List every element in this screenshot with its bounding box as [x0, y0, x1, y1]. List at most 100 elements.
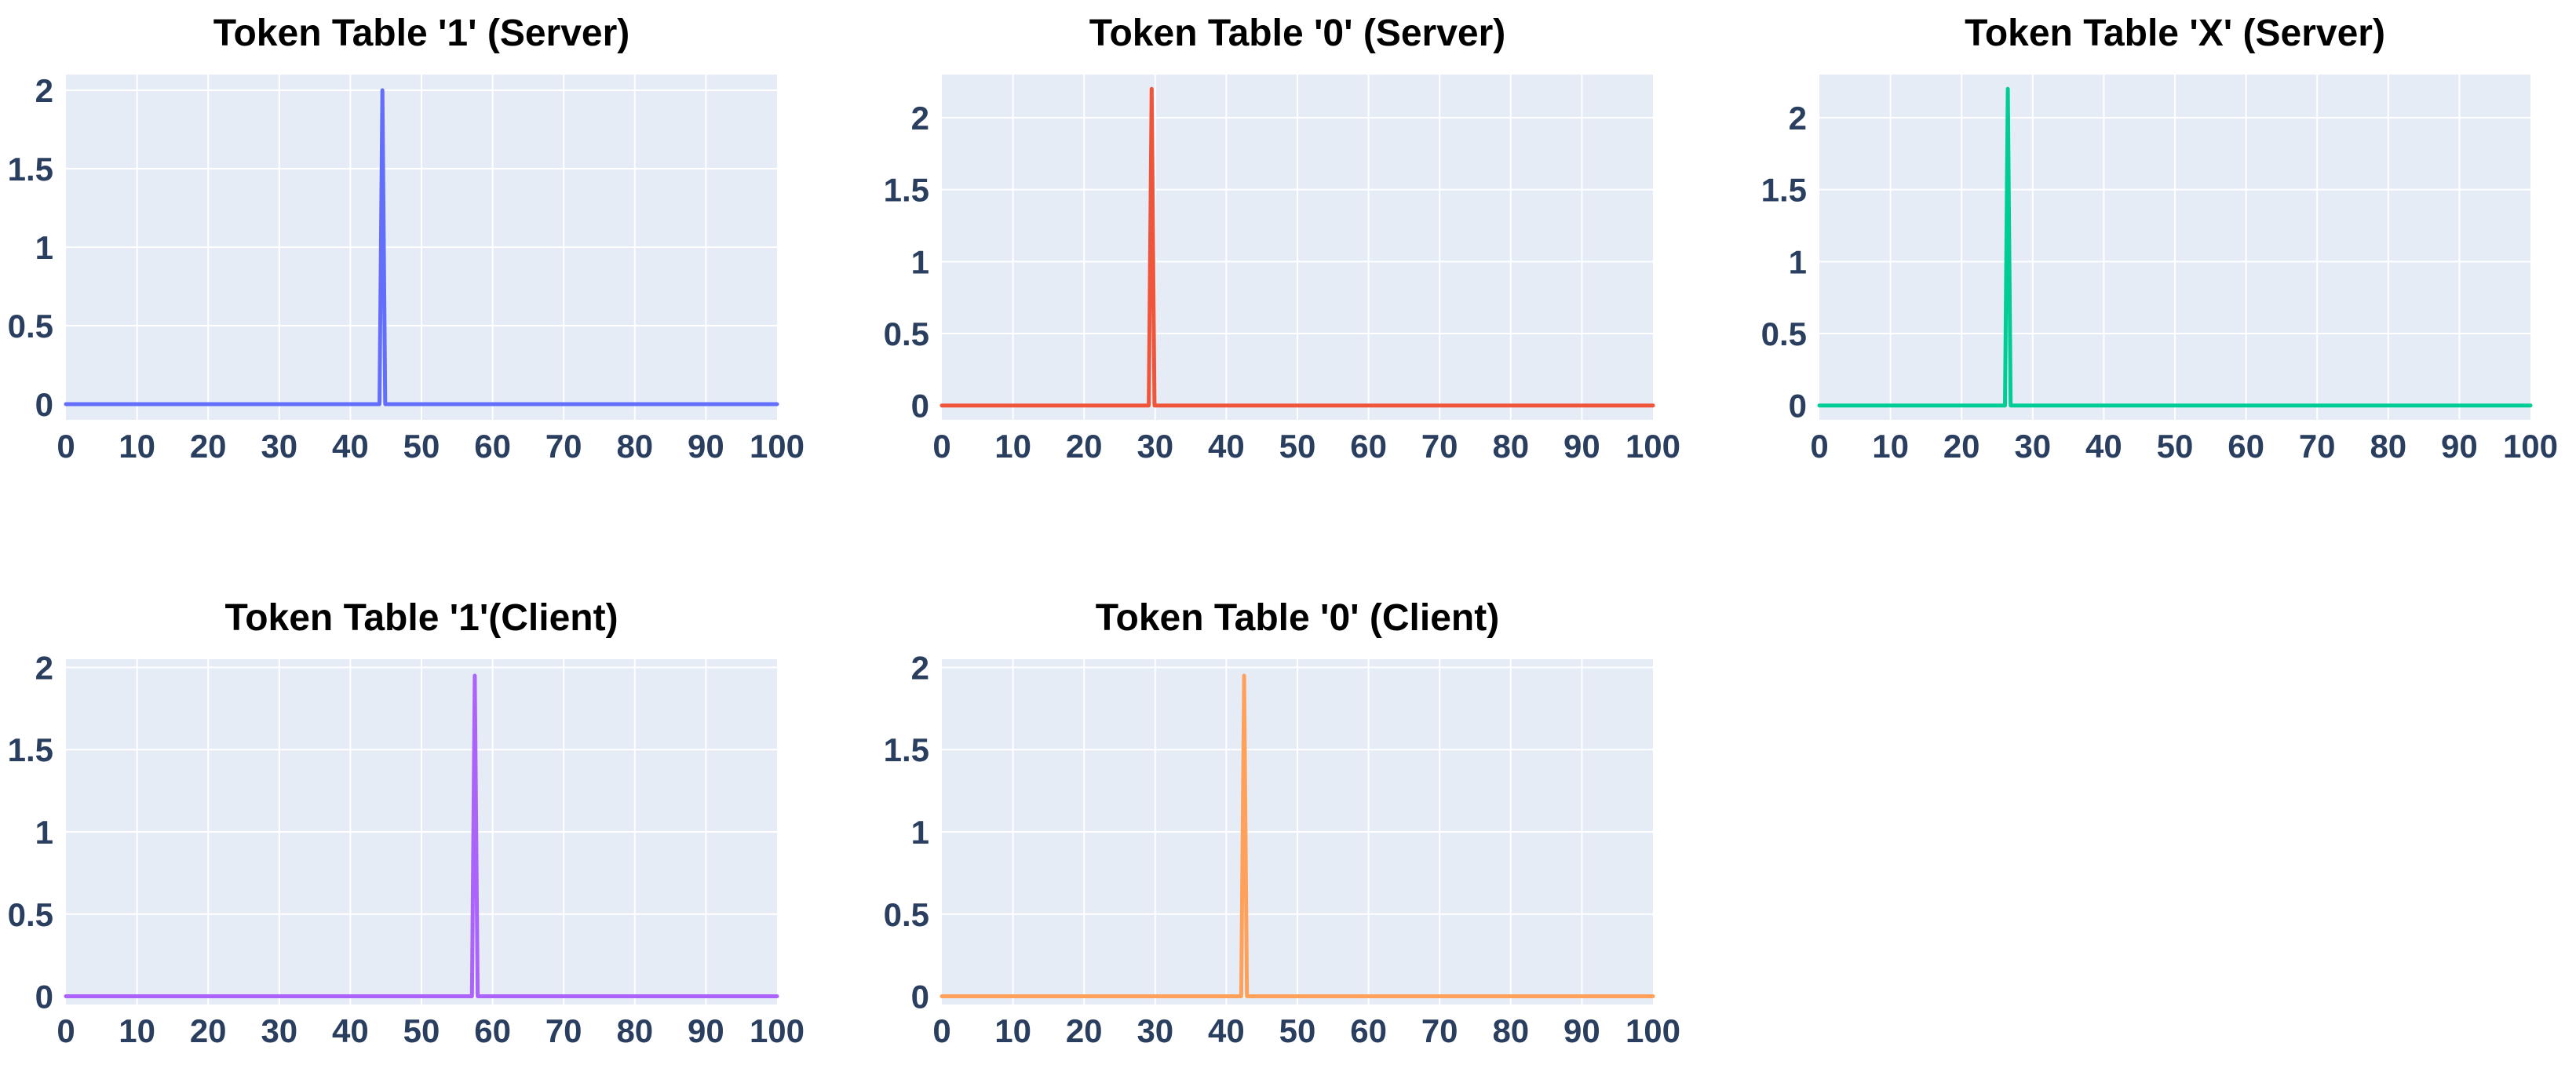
x-tick-label: 10	[994, 1012, 1031, 1049]
chart-svg: 0 10 20 30 40 50 60 70 80 90 100 0 0.5 1 1.5 2	[8, 72, 805, 465]
x-tick-label: 50	[1279, 1012, 1316, 1049]
chart-title: Token Table '1'(Client)	[224, 597, 618, 639]
chart-svg: 0 10 20 30 40 50 60 70 80 90 100 0 0.5 1 1.5 2	[8, 649, 805, 1049]
x-tick-label: 100	[750, 1012, 805, 1049]
chart-panel: Token Table '0' (Server) 0 10 20 30 40 50 60 70 8…	[876, 12, 1689, 490]
y-tick-label: 1	[911, 814, 929, 851]
x-tick-label: 80	[2370, 428, 2406, 465]
chart-title: Token Table '0' (Client)	[1095, 597, 1500, 639]
x-tick-label: 70	[1421, 1012, 1458, 1049]
x-tick-label: 100	[1626, 428, 1680, 465]
x-tick-label: 20	[1066, 1012, 1103, 1049]
x-tick-label: 60	[474, 1012, 511, 1049]
series-line	[64, 88, 779, 407]
y-tick-label: 1.5	[1761, 172, 1807, 209]
series-line	[1817, 86, 2533, 408]
y-tick-label: 2	[35, 649, 53, 686]
x-tick-label: 70	[545, 1012, 582, 1049]
chart-title: Token Table '1' (Server)	[213, 13, 630, 54]
x-tick-label: 20	[1943, 428, 1980, 465]
y-tick-label: 2	[1789, 100, 1807, 137]
x-tick-label: 100	[2503, 428, 2558, 465]
y-tick-label: 0.5	[884, 315, 929, 352]
x-tick-label: 100	[750, 428, 805, 465]
chart-panel: Token Table '1'(Client) 0 10 20 30 40 50 60 70 80…	[0, 596, 813, 1072]
chart-title: Token Table '0' (Server)	[1089, 13, 1506, 54]
y-tick-label: 0.5	[8, 896, 53, 933]
x-tick-label: 20	[1066, 428, 1103, 465]
x-tick-label: 90	[1563, 1012, 1600, 1049]
y-tick-label: 0.5	[1761, 315, 1807, 352]
x-tick-label: 0	[57, 1012, 75, 1049]
x-tick-label: 60	[474, 428, 511, 465]
x-tick-label: 40	[2085, 428, 2122, 465]
x-tick-label: 40	[332, 1012, 369, 1049]
series-line	[64, 673, 779, 998]
x-tick-label: 70	[545, 428, 582, 465]
chart-panel: Token Table 'X' (Server) 0 10 20 30 40 50 60 70 8…	[1753, 12, 2567, 490]
x-tick-label: 20	[190, 428, 227, 465]
y-tick-label: 0	[1789, 388, 1807, 425]
y-tick-label: 0	[911, 979, 929, 1015]
y-tick-label: 2	[35, 72, 53, 109]
series-line	[940, 673, 1655, 998]
x-tick-label: 60	[1350, 428, 1387, 465]
x-tick-label: 90	[688, 428, 724, 465]
x-tick-label: 50	[1279, 428, 1316, 465]
x-tick-label: 100	[1626, 1012, 1680, 1049]
chart-svg: 0 10 20 30 40 50 60 70 80 90 100 0 0.5 1 1.5 2	[884, 75, 1680, 465]
x-tick-label: 50	[403, 1012, 440, 1049]
x-tick-label: 10	[1872, 428, 1909, 465]
chart-svg: 0 10 20 30 40 50 60 70 80 90 100 0 0.5 1 1.5 2	[1761, 75, 2558, 465]
series-line	[940, 86, 1655, 408]
x-tick-label: 10	[119, 1012, 155, 1049]
y-tick-label: 0.5	[884, 896, 929, 933]
chart-panel: Token Table '0' (Client) 0 10 20 30 40 50 60 70 8…	[876, 596, 1689, 1072]
x-tick-label: 40	[1208, 1012, 1245, 1049]
chart-title: Token Table 'X' (Server)	[1965, 13, 2385, 54]
x-tick-label: 90	[688, 1012, 724, 1049]
y-tick-label: 1.5	[884, 172, 929, 209]
x-tick-label: 80	[616, 428, 653, 465]
y-tick-label: 0	[35, 979, 53, 1015]
y-tick-label: 0	[911, 388, 929, 425]
x-tick-label: 60	[1350, 1012, 1387, 1049]
x-tick-label: 0	[932, 428, 950, 465]
x-tick-label: 30	[1137, 1012, 1173, 1049]
y-tick-label: 1	[911, 243, 929, 280]
x-tick-label: 70	[1421, 428, 1458, 465]
x-tick-label: 50	[403, 428, 440, 465]
chart-panel: Token Table '1' (Server) 0 10 20 30 40 50 60 70 8…	[0, 12, 813, 490]
x-tick-label: 0	[932, 1012, 950, 1049]
x-tick-label: 50	[2157, 428, 2194, 465]
x-tick-label: 80	[1492, 1012, 1529, 1049]
y-tick-label: 1	[35, 229, 53, 266]
x-tick-label: 0	[1810, 428, 1828, 465]
y-tick-label: 1.5	[8, 731, 53, 768]
y-tick-label: 0.5	[8, 308, 53, 345]
x-tick-label: 30	[1137, 428, 1173, 465]
y-tick-label: 1.5	[884, 731, 929, 768]
y-tick-label: 1	[35, 814, 53, 851]
x-tick-label: 10	[119, 428, 155, 465]
x-tick-label: 20	[190, 1012, 227, 1049]
x-tick-label: 90	[2441, 428, 2478, 465]
y-tick-label: 1.5	[8, 151, 53, 188]
x-tick-label: 60	[2228, 428, 2264, 465]
x-tick-label: 80	[616, 1012, 653, 1049]
x-tick-label: 30	[261, 428, 297, 465]
y-tick-label: 0	[35, 386, 53, 423]
x-tick-label: 10	[994, 428, 1031, 465]
x-tick-label: 0	[57, 428, 75, 465]
x-tick-label: 70	[2299, 428, 2336, 465]
y-tick-label: 2	[911, 100, 929, 137]
x-tick-label: 40	[332, 428, 369, 465]
x-tick-label: 80	[1492, 428, 1529, 465]
x-tick-label: 90	[1563, 428, 1600, 465]
x-tick-label: 40	[1208, 428, 1245, 465]
x-tick-label: 30	[2014, 428, 2051, 465]
y-tick-label: 2	[911, 649, 929, 686]
x-tick-label: 30	[261, 1012, 297, 1049]
chart-svg: 0 10 20 30 40 50 60 70 80 90 100 0 0.5 1 1.5 2	[884, 649, 1680, 1049]
